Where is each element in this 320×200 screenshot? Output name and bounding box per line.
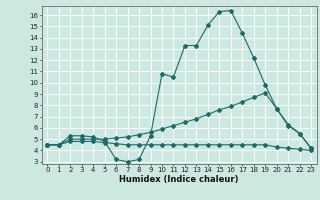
X-axis label: Humidex (Indice chaleur): Humidex (Indice chaleur) [119, 175, 239, 184]
